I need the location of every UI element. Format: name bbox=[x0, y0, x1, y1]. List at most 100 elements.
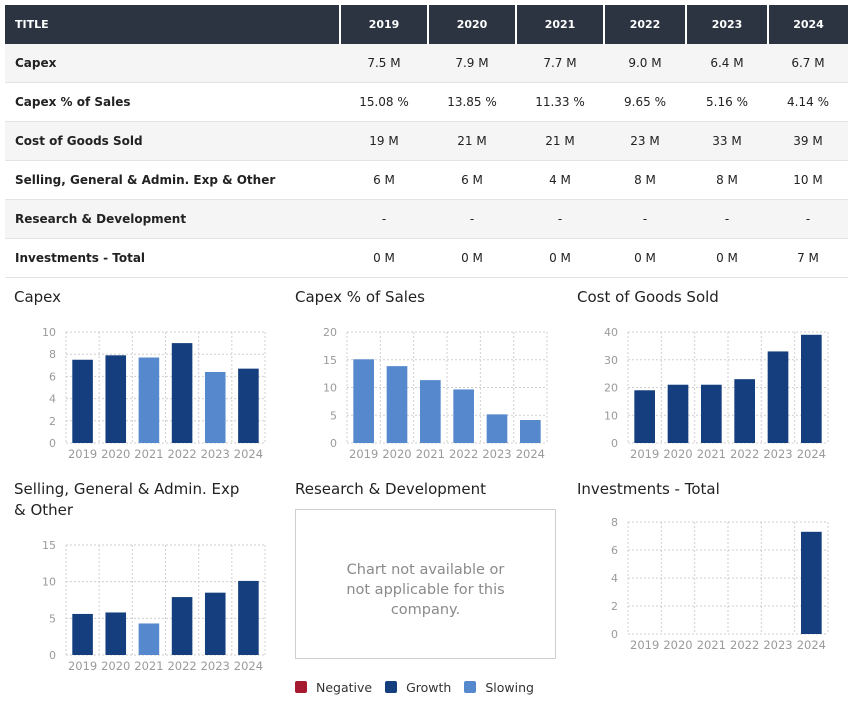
legend-item-slowing: Slowing bbox=[464, 680, 534, 695]
y-tick-label: 8 bbox=[611, 516, 618, 529]
bar-2019 bbox=[353, 359, 374, 443]
y-tick-label: 10 bbox=[604, 409, 618, 422]
bar-2022 bbox=[171, 597, 193, 655]
legend-swatch-negative bbox=[295, 681, 307, 693]
row-value: - bbox=[604, 199, 686, 239]
y-tick-label: 10 bbox=[42, 326, 56, 339]
x-tick-label: 2020 bbox=[663, 638, 692, 652]
bar-2020 bbox=[667, 384, 689, 443]
row-value: 0 M bbox=[604, 238, 686, 278]
row-label: Capex bbox=[5, 44, 340, 83]
bar-2024 bbox=[801, 334, 822, 443]
bar-2022 bbox=[734, 379, 755, 443]
x-tick-label: 2019 bbox=[68, 659, 97, 673]
row-value: 0 M bbox=[428, 238, 516, 278]
y-tick-label: 15 bbox=[42, 539, 56, 552]
bar-2019 bbox=[634, 390, 655, 443]
row-value: 9.0 M bbox=[604, 44, 686, 83]
table-row: Capex % of Sales 15.08 % 13.85 % 11.33 % 9.6… bbox=[5, 82, 848, 122]
x-tick-label: 2020 bbox=[101, 447, 130, 461]
row-value: 39 M bbox=[768, 121, 848, 161]
x-tick-label: 2024 bbox=[797, 447, 826, 461]
y-tick-label: 20 bbox=[604, 382, 618, 395]
bar-2022 bbox=[171, 343, 193, 443]
y-tick-label: 30 bbox=[604, 354, 618, 367]
row-value: 8 M bbox=[686, 160, 768, 200]
table-row: Cost of Goods Sold 19 M 21 M 21 M 23 M 33 M 39… bbox=[5, 121, 848, 161]
chart-title-cogs: Cost of Goods Sold bbox=[577, 288, 719, 306]
bar-2024 bbox=[520, 420, 541, 443]
chart-title-sga: Selling, General & Admin. Exp & Other bbox=[14, 480, 240, 519]
chart-title-rnd: Research & Development bbox=[295, 480, 487, 498]
row-label: Selling, General & Admin. Exp & Other bbox=[5, 160, 340, 200]
legend-label-slowing: Slowing bbox=[485, 679, 534, 695]
row-value: 9.65 % bbox=[604, 82, 686, 122]
chart-title-capex-pct: Capex % of Sales bbox=[295, 288, 425, 306]
header-year: 2020 bbox=[428, 5, 517, 44]
x-tick-label: 2019 bbox=[68, 447, 97, 461]
row-value: 13.85 % bbox=[428, 82, 516, 122]
y-tick-label: 2 bbox=[611, 600, 618, 613]
x-tick-label: 2021 bbox=[134, 447, 163, 461]
row-value: 6 M bbox=[428, 160, 516, 200]
x-tick-label: 2019 bbox=[630, 447, 659, 461]
header-title: TITLE bbox=[5, 5, 341, 44]
row-value: - bbox=[428, 199, 516, 239]
x-tick-label: 2023 bbox=[763, 638, 792, 652]
financials-table: TITLE 2019 2020 2021 2022 2023 2024 Cape… bbox=[5, 5, 848, 278]
x-tick-label: 2023 bbox=[763, 447, 792, 461]
row-value: 5.16 % bbox=[686, 82, 768, 122]
row-value: 10 M bbox=[768, 160, 848, 200]
bar-2023 bbox=[767, 351, 789, 443]
bar-2020 bbox=[105, 612, 127, 655]
y-tick-label: 10 bbox=[42, 576, 56, 589]
x-tick-label: 2019 bbox=[349, 447, 378, 461]
bar-2024 bbox=[801, 531, 822, 634]
chart-title-investments: Investments - Total bbox=[577, 480, 720, 498]
row-value: - bbox=[686, 199, 768, 239]
table-row: Capex 7.5 M 7.9 M 7.7 M 9.0 M 6.4 M 6.7 M bbox=[5, 44, 848, 83]
row-label: Cost of Goods Sold bbox=[5, 121, 340, 161]
y-tick-label: 8 bbox=[49, 348, 56, 361]
y-tick-label: 6 bbox=[49, 370, 56, 383]
row-value: 33 M bbox=[686, 121, 768, 161]
row-label: Investments - Total bbox=[5, 238, 340, 278]
x-tick-label: 2022 bbox=[449, 447, 478, 461]
bar-2023 bbox=[486, 414, 508, 443]
legend-label-growth: Growth bbox=[406, 679, 452, 695]
y-tick-label: 5 bbox=[330, 409, 337, 422]
row-value: 0 M bbox=[516, 238, 604, 278]
y-tick-label: 40 bbox=[604, 326, 618, 339]
bar-2021 bbox=[138, 357, 160, 443]
chart-legend: Negative Growth Slowing bbox=[295, 678, 547, 696]
table-header-row: TITLE 2019 2020 2021 2022 2023 2024 bbox=[5, 5, 848, 44]
x-tick-label: 2022 bbox=[730, 638, 759, 652]
header-year: 2024 bbox=[768, 5, 848, 44]
bar-2021 bbox=[701, 384, 722, 443]
table-row: Research & Development - - - - - - bbox=[5, 199, 848, 239]
row-value: - bbox=[516, 199, 604, 239]
row-value: 8 M bbox=[604, 160, 686, 200]
bar-2019 bbox=[72, 613, 93, 655]
row-value: 11.33 % bbox=[516, 82, 604, 122]
x-tick-label: 2024 bbox=[234, 447, 263, 461]
row-label: Research & Development bbox=[5, 199, 340, 239]
y-tick-label: 5 bbox=[49, 612, 56, 625]
row-value: 7 M bbox=[768, 238, 848, 278]
x-tick-label: 2024 bbox=[797, 638, 826, 652]
x-tick-label: 2021 bbox=[134, 659, 163, 673]
x-tick-label: 2021 bbox=[416, 447, 445, 461]
header-year: 2023 bbox=[686, 5, 769, 44]
x-tick-label: 2024 bbox=[234, 659, 263, 673]
bar-2021 bbox=[138, 623, 160, 655]
bar-2021 bbox=[420, 380, 441, 443]
legend-swatch-slowing bbox=[464, 681, 477, 693]
y-tick-label: 0 bbox=[330, 437, 337, 450]
bar-2022 bbox=[453, 389, 474, 443]
row-value: 4 M bbox=[516, 160, 604, 200]
row-value: 0 M bbox=[340, 238, 428, 278]
bar-2023 bbox=[204, 592, 226, 655]
x-tick-label: 2023 bbox=[201, 659, 230, 673]
y-tick-label: 0 bbox=[611, 628, 618, 641]
